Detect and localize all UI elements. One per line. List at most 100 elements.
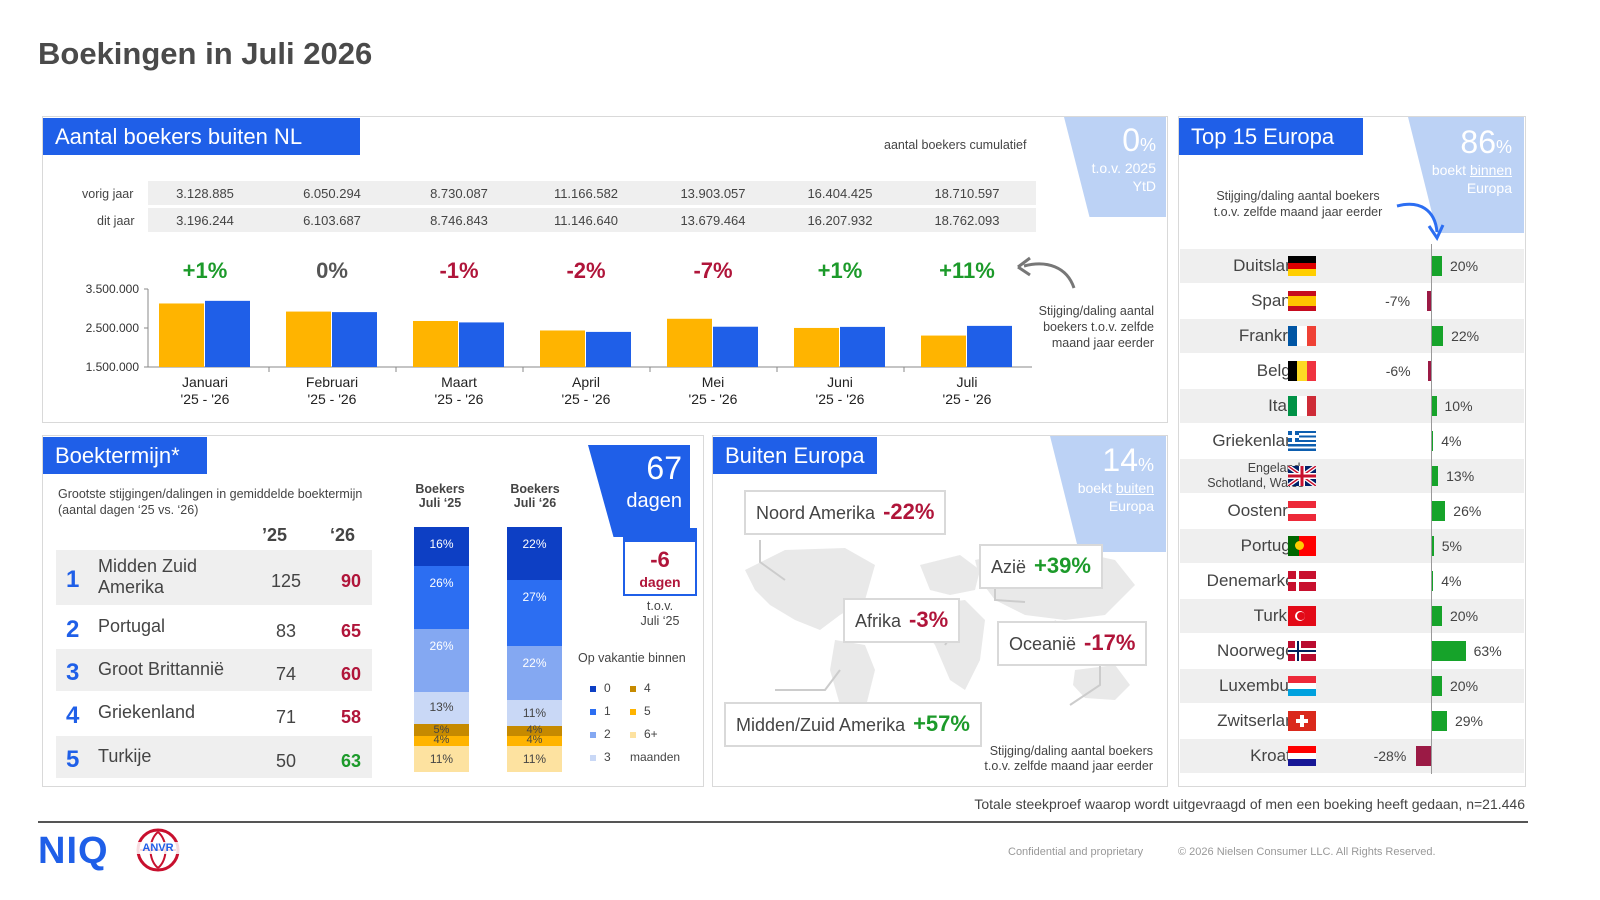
stack-segment-label: 11%: [522, 751, 547, 766]
change-value: -1%: [439, 258, 479, 283]
legend-swatch: [630, 731, 636, 738]
stack-segment-label: 22%: [522, 656, 547, 671]
stack-segment: 5%: [414, 723, 469, 736]
country-bar: [1431, 711, 1447, 731]
legend-swatch: [590, 708, 596, 715]
cumulative-label: aantal boekers cumulatief: [884, 138, 1027, 152]
change-value: -7%: [693, 258, 733, 283]
this-year-value: 16.207.932: [807, 213, 873, 228]
bar: [586, 331, 631, 367]
country-name: Denemarken: [1206, 571, 1304, 590]
be-flag-icon: [1288, 361, 1316, 381]
country-bar: [1427, 361, 1431, 381]
prev-year-value: 16.404.425: [807, 186, 873, 201]
x-tick-label: Juli: [956, 374, 977, 390]
region-name: Azië: [991, 557, 1027, 577]
this-year-value: 13.679.464: [680, 213, 746, 228]
country-value: 22%: [1451, 328, 1480, 344]
country-row: Oostenrijk 26%: [1180, 494, 1524, 528]
legend-swatch: [590, 685, 596, 692]
x-tick-sublabel: '25 - '26: [562, 391, 611, 407]
stack-segment: 22%: [507, 527, 562, 581]
gb-flag-icon: [1288, 466, 1316, 486]
country-row: Duitsland 20%: [1180, 249, 1524, 283]
y-tick-label: 2.500.000: [86, 321, 140, 335]
es-flag-icon: [1288, 291, 1316, 311]
country-value: 20%: [1450, 678, 1479, 694]
x-tick-label: Mei: [702, 374, 725, 390]
stack-segment: 13%: [414, 692, 469, 724]
x-tick-label: Juni: [827, 374, 853, 390]
country-name: Frankrijk: [1238, 326, 1304, 345]
it-flag-icon: [1288, 396, 1316, 416]
ytd-line1: t.o.v. 2025: [1091, 160, 1156, 176]
tr-flag-icon: [1288, 606, 1316, 626]
legend-swatch: [590, 754, 596, 761]
calendar-icon: [623, 524, 697, 596]
this-year-value: 3.196.244: [176, 213, 234, 228]
ranking-name: Portugal: [98, 616, 166, 636]
anvr-logo-text: ANVR: [132, 842, 184, 854]
bar: [205, 300, 250, 367]
prev-year-value: 3.128.885: [176, 186, 234, 201]
pt-flag-icon: [1288, 536, 1316, 556]
boektermijn-header: Boektermijn*: [43, 437, 207, 474]
buiten-badge: 14% boekt buiten Europa: [1077, 442, 1154, 514]
region-name: Oceanië: [1009, 634, 1077, 654]
stack-segment-label: 16%: [429, 537, 454, 551]
this-year-row: [148, 208, 1036, 232]
calendar-sub1: t.o.v.: [646, 599, 674, 613]
country-value: 26%: [1453, 503, 1482, 519]
footer-divider: [38, 821, 1528, 823]
bar: [967, 325, 1012, 367]
country-row: België -6%: [1180, 354, 1524, 388]
ranking-rank: 5: [66, 746, 80, 773]
region-callout: Oceanië -17%: [997, 621, 1148, 666]
x-tick-label: Januari: [182, 374, 228, 390]
stack-segment: 16%: [414, 527, 469, 566]
country-value: 20%: [1450, 608, 1479, 624]
country-name: Duitsland: [1233, 256, 1304, 275]
country-value: 63%: [1473, 643, 1502, 659]
ytd-badge: 0% t.o.v. 2025 YtD: [1064, 122, 1156, 195]
change-value: +11%: [939, 258, 995, 283]
calendar-value: -6: [650, 547, 670, 572]
stack-segment-label: 4%: [526, 733, 543, 746]
country-value: -7%: [1385, 293, 1411, 309]
country-row: Denemarken 4%: [1180, 564, 1524, 598]
days-label: dagen: [626, 490, 682, 512]
legend-label: maanden: [630, 750, 681, 764]
prev-year-value: 13.903.057: [680, 186, 746, 201]
legend-label: 4: [644, 681, 651, 695]
country-value: 10%: [1444, 398, 1473, 414]
country-row: Turkije 20%: [1180, 599, 1524, 633]
country-bar: [1431, 501, 1446, 521]
confidential-label: Confidential and proprietary: [1008, 846, 1144, 858]
stack-segment: 22%: [507, 646, 562, 700]
bar: [286, 311, 331, 367]
legend-item: 1: [590, 704, 611, 718]
country-value: 13%: [1446, 468, 1475, 484]
stack-segment: 4%: [507, 725, 562, 736]
ranking-name: Griekenland: [98, 702, 196, 722]
x-tick-sublabel: '25 - '26: [435, 391, 484, 407]
stack-segment-label: 13%: [429, 700, 454, 715]
country-bar: [1431, 466, 1439, 486]
ranking-row: 4 Griekenland 71 58: [56, 692, 372, 734]
region-change: -17%: [1084, 630, 1136, 655]
x-tick-sublabel: '25 - '26: [943, 391, 992, 407]
bookers-panel: [42, 116, 1168, 423]
ranking-value-25: 83: [275, 621, 297, 641]
buiten-note: Stijging/daling aantal boekers t.o.v. ze…: [984, 744, 1153, 773]
europa-pct-value: 86: [1460, 124, 1496, 160]
legend-swatch: [590, 731, 596, 738]
fr-flag-icon: [1288, 326, 1316, 346]
legend-swatch: [630, 685, 636, 692]
prev-year-value: 18.710.597: [934, 186, 1000, 201]
region-callout: Noord Amerika -22%: [744, 490, 947, 535]
country-bar: [1427, 291, 1431, 311]
anvr-logo: ANVR: [132, 828, 184, 872]
bar: [921, 335, 966, 367]
prev-year-value: 6.050.294: [303, 186, 361, 201]
